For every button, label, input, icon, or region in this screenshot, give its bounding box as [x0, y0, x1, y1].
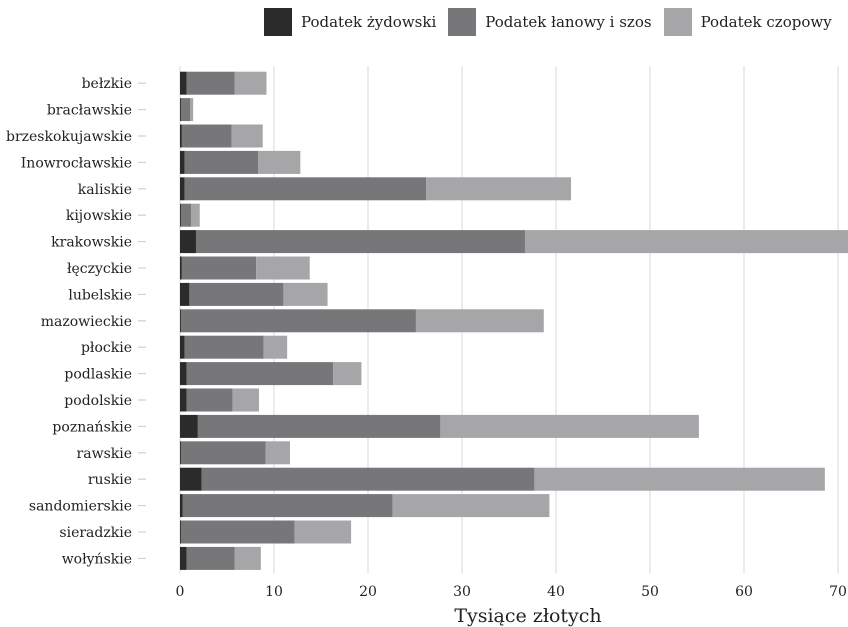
legend: Podatek żydowski Podatek łanowy i szos P… [264, 8, 844, 36]
category-label: bracławskie [47, 103, 132, 119]
category-label: mazowieckie [41, 314, 132, 330]
bar-segment-czopowy [265, 441, 290, 465]
legend-item-czopowy: Podatek czopowy [663, 8, 832, 36]
bar-segment-zydowski [180, 98, 181, 122]
bar-segment-lanowy [186, 71, 235, 95]
category-label: sandomierskie [29, 499, 132, 515]
bar-segment-czopowy [524, 230, 848, 254]
bar-segment-lanowy [186, 388, 233, 412]
bar-segment-zydowski [180, 230, 196, 254]
bar-segment-czopowy [294, 520, 352, 544]
bar-segment-lanowy [189, 282, 284, 306]
bar-segment-czopowy [415, 309, 544, 333]
bar-segment-czopowy [534, 467, 825, 491]
bar-segment-zydowski [180, 335, 185, 359]
bar-segment-czopowy [231, 124, 263, 148]
bar-segment-czopowy [283, 282, 328, 306]
bar-segment-lanowy [186, 362, 334, 386]
bar-segment-zydowski [180, 546, 187, 570]
category-label: kaliskie [78, 182, 132, 198]
bar-segment-zydowski [180, 124, 182, 148]
bar-segment-lanowy [184, 177, 427, 201]
bar-segment-lanowy [182, 494, 393, 518]
bar-segment-lanowy [181, 256, 257, 280]
legend-swatch-zydowski [264, 8, 292, 36]
x-tick-label: 30 [453, 584, 471, 600]
bar-segment-lanowy [201, 467, 535, 491]
bar-segment-zydowski [180, 177, 185, 201]
category-labels: bełzkie bracławskie brzeskokujawskie Inowro… [6, 76, 146, 567]
bar-segment-zydowski [180, 309, 181, 333]
bar-segment-lanowy [180, 203, 192, 227]
category-label: brzeskokujawskie [6, 129, 132, 145]
bar-segment-zydowski [180, 203, 181, 227]
bar-segment-czopowy [234, 71, 267, 95]
bar-segment-zydowski [180, 150, 185, 174]
bar-segment-czopowy [392, 494, 550, 518]
bar-segment-zydowski [180, 414, 198, 438]
bar-segment-zydowski [180, 388, 187, 412]
legend-label-zydowski: Podatek żydowski [301, 13, 437, 31]
category-label: ruskie [88, 472, 132, 488]
bar-segment-czopowy [234, 546, 261, 570]
category-label: łęczyckie [67, 261, 132, 277]
bar-segment-lanowy [184, 150, 259, 174]
bar-segment-lanowy [180, 98, 191, 122]
bar-segment-zydowski [180, 282, 190, 306]
x-tick-label: 60 [735, 584, 753, 600]
category-label: poznańskie [52, 419, 132, 435]
legend-label-lanowy: Podatek łanowy i szos [485, 13, 652, 31]
x-tick-label: 20 [359, 584, 377, 600]
bar-segment-czopowy [333, 362, 362, 386]
category-label: Inowrocławskie [21, 155, 132, 171]
bar-segment-czopowy [232, 388, 259, 412]
bar-segment-lanowy [180, 309, 416, 333]
bar-segment-zydowski [180, 71, 187, 95]
bar-segment-zydowski [180, 441, 181, 465]
x-tick-labels: 0 10 20 30 40 50 60 70 [176, 584, 847, 600]
bar-segment-czopowy [191, 203, 200, 227]
bar-segment-lanowy [186, 546, 235, 570]
category-label: sieradzkie [59, 525, 132, 541]
bar-segment-zydowski [180, 256, 182, 280]
bar-segment-czopowy [426, 177, 572, 201]
x-tick-label: 40 [547, 584, 565, 600]
bar-segment-zydowski [180, 520, 181, 544]
bar-segment-zydowski [180, 494, 183, 518]
bar-segment-lanowy [180, 441, 266, 465]
bar-segment-czopowy [256, 256, 310, 280]
bar-segment-czopowy [258, 150, 301, 174]
bar-segment-zydowski [180, 362, 187, 386]
category-label: podolskie [64, 393, 132, 409]
legend-swatch-lanowy [448, 8, 477, 36]
x-axis-title: Tysiące złotych [454, 605, 601, 627]
x-tick-label: 50 [641, 584, 659, 600]
bars [180, 71, 848, 570]
bar-segment-zydowski [180, 467, 202, 491]
category-label: rawskie [77, 446, 132, 462]
category-label: krakowskie [51, 235, 132, 251]
category-label: kijowskie [66, 208, 132, 224]
bar-segment-lanowy [184, 335, 264, 359]
bar-segment-lanowy [180, 520, 295, 544]
x-tick-label: 0 [176, 584, 185, 600]
legend-swatch-czopowy [663, 8, 692, 36]
category-label: podlaskie [64, 367, 132, 383]
bar-segment-czopowy [190, 98, 194, 122]
bar-segment-lanowy [197, 414, 441, 438]
x-tick-label: 10 [265, 584, 283, 600]
category-label: wołyńskie [62, 551, 132, 567]
legend-item-lanowy: Podatek łanowy i szos [448, 8, 652, 36]
category-label: bełzkie [82, 76, 132, 92]
bar-segment-lanowy [195, 230, 525, 254]
legend-label-czopowy: Podatek czopowy [700, 13, 832, 31]
x-tick-label: 70 [829, 584, 847, 600]
category-label: płockie [81, 340, 132, 356]
bar-segment-lanowy [181, 124, 232, 148]
category-label: lubelskie [68, 287, 132, 303]
bar-segment-czopowy [263, 335, 288, 359]
legend-item-zydowski: Podatek żydowski [264, 8, 436, 36]
bar-segment-czopowy [440, 414, 699, 438]
